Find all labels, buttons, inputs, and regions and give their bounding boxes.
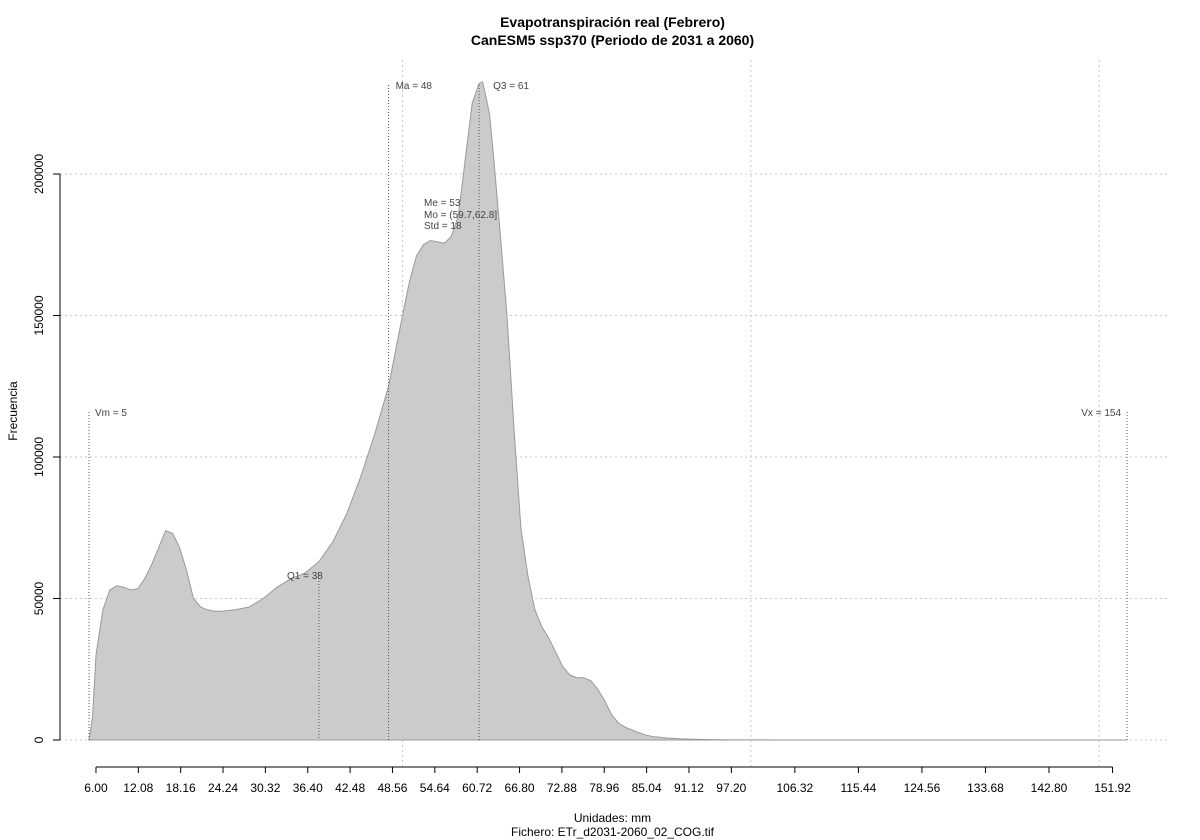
chart-title: Evapotranspiración real (Febrero) xyxy=(500,14,725,30)
x-tick-label-2: 18.16 xyxy=(166,781,196,795)
reference-lines xyxy=(88,85,1128,740)
x-tick-label-15: 97.20 xyxy=(716,781,746,795)
x-tick-label-6: 42.48 xyxy=(335,781,365,795)
x-tick-label-8: 54.64 xyxy=(420,781,450,795)
chart-subtitle: CanESM5 ssp370 (Periodo de 2031 a 2060) xyxy=(470,32,755,48)
x-tick-label-7: 48.56 xyxy=(377,781,407,795)
x-tick-label-5: 36.40 xyxy=(293,781,323,795)
grid-lines xyxy=(60,60,1170,770)
x-tick-label-21: 151.92 xyxy=(1094,781,1131,795)
x-axis: 6.00 12.08 18.16 24.24 30.32 36.40 42.48 48.56 5… xyxy=(84,766,1131,795)
y-tick-label-3: 150000 xyxy=(32,295,46,335)
x-tick-label-11: 72.88 xyxy=(547,781,577,795)
vm-label: Vm = 5 xyxy=(95,408,127,419)
x-tick-label-19: 133.68 xyxy=(967,781,1004,795)
x-tick-label-9: 60.72 xyxy=(462,781,492,795)
file-caption: Fichero: ETr_d2031-2060_02_COG.tif xyxy=(511,825,714,839)
x-tick-label-4: 30.32 xyxy=(250,781,280,795)
y-tick-label-1: 50000 xyxy=(32,581,46,615)
y-axis: 0 50000 100000 150000 200000 xyxy=(32,154,61,743)
x-tick-label-12: 78.96 xyxy=(589,781,619,795)
x-tick-label-13: 85.04 xyxy=(632,781,662,795)
x-tick-label-0: 6.00 xyxy=(84,781,108,795)
y-tick-label-4: 200000 xyxy=(32,154,46,194)
ma-label: Ma = 48 xyxy=(396,81,433,92)
x-tick-label-1: 12.08 xyxy=(123,781,153,795)
y-tick-label-2: 100000 xyxy=(32,437,46,477)
std-label: Std = 18 xyxy=(424,221,462,232)
q3-label: Q3 = 61 xyxy=(493,81,529,92)
mo-label: Mo = (59.7,62.8] xyxy=(424,210,497,221)
x-tick-label-14: 91.12 xyxy=(674,781,704,795)
me-label: Me = 53 xyxy=(424,198,461,209)
q1-label: Q1 = 38 xyxy=(287,571,323,582)
vx-label: Vx = 154 xyxy=(1081,408,1121,419)
x-tick-label-3: 24.24 xyxy=(208,781,238,795)
x-tick-label-18: 124.56 xyxy=(904,781,941,795)
x-tick-label-20: 142.80 xyxy=(1031,781,1068,795)
x-tick-label-16: 106.32 xyxy=(777,781,814,795)
x-tick-label-10: 66.80 xyxy=(505,781,535,795)
x-tick-label-17: 115.44 xyxy=(840,781,876,795)
density-area xyxy=(88,81,1128,741)
y-tick-label-0: 0 xyxy=(32,736,46,743)
x-axis-label: Unidades: mm xyxy=(573,811,652,825)
